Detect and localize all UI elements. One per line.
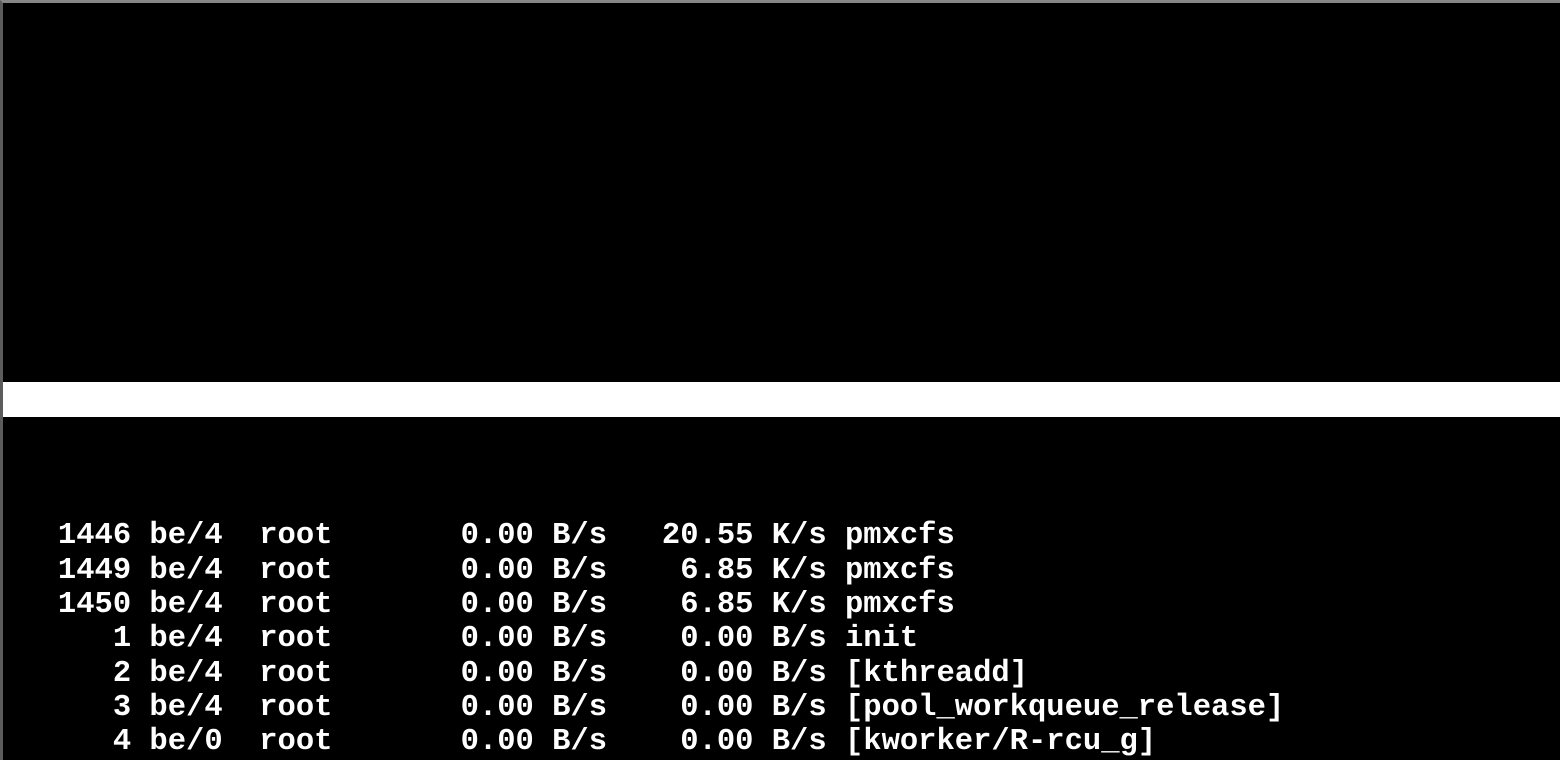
- cell-tid: 1450: [3, 588, 132, 623]
- cell-command: init: [826, 622, 919, 657]
- cell-disk-write: 0.00 B/s: [607, 656, 827, 691]
- cell-user: root: [222, 588, 333, 623]
- table-header-row: TID PRIO USER DISK READ DISK WRITE> COMM…: [3, 382, 1560, 417]
- cell-prio: be/4: [131, 656, 223, 691]
- table-row: 1450 be/4 root 0.00 B/s 6.85 K/s pmxcfs: [3, 588, 1560, 622]
- cell-disk-write: 6.85 K/s: [607, 553, 827, 588]
- table-row: 1 be/4 root 0.00 B/s 0.00 B/s init: [3, 622, 1560, 656]
- cell-user: root: [222, 690, 333, 725]
- cell-disk-write: 6.85 K/s: [607, 588, 827, 623]
- cell-command: [kthreadd]: [826, 656, 1028, 691]
- cell-disk-read: 0.00 B/s: [332, 519, 608, 554]
- cell-disk-read: 0.00 B/s: [332, 588, 608, 623]
- cell-tid: 4: [3, 725, 132, 760]
- summary-current-line: Current DISK READ: 438.39 K/s | Current …: [3, 245, 1560, 279]
- cell-disk-read: 0.00 B/s: [332, 725, 608, 760]
- table-row: 1446 be/4 root 0.00 B/s 20.55 K/s pmxcfs: [3, 519, 1560, 553]
- cell-tid: 1: [3, 622, 132, 657]
- summary-total-line: Total DISK READ: 0.00 B/s | Total DISK W…: [3, 108, 1560, 142]
- cell-disk-write: 0.00 B/s: [607, 690, 827, 725]
- cell-prio: be/4: [131, 622, 223, 657]
- table-row: 4 be/0 root 0.00 B/s 0.00 B/s [kworker/R…: [3, 725, 1560, 759]
- cell-disk-read: 0.00 B/s: [332, 656, 608, 691]
- cell-command: [pool_workqueue_release]: [826, 690, 1285, 725]
- cell-command: pmxcfs: [826, 588, 955, 623]
- cell-command: [kworker/R-rcu_g]: [826, 725, 1157, 760]
- cell-disk-write: 0.00 B/s: [607, 622, 827, 657]
- cell-disk-write: 0.00 B/s: [607, 725, 827, 760]
- cell-tid: 1446: [3, 519, 132, 554]
- table-row: 2 be/4 root 0.00 B/s 0.00 B/s [kthreadd]: [3, 657, 1560, 691]
- cell-user: root: [222, 553, 333, 588]
- cell-prio: be/4: [131, 690, 223, 725]
- cell-disk-read: 0.00 B/s: [332, 622, 608, 657]
- cell-tid: 2: [3, 656, 132, 691]
- table-row: 1449 be/4 root 0.00 B/s 6.85 K/s pmxcfs: [3, 554, 1560, 588]
- cell-command: pmxcfs: [826, 553, 955, 588]
- cell-user: root: [222, 725, 333, 760]
- cell-disk-write: 20.55 K/s: [607, 519, 827, 554]
- cell-tid: 1449: [3, 553, 132, 588]
- cell-tid: 3: [3, 690, 132, 725]
- table-row: 3 be/4 root 0.00 B/s 0.00 B/s [pool_work…: [3, 691, 1560, 725]
- cell-disk-read: 0.00 B/s: [332, 553, 608, 588]
- cell-user: root: [222, 519, 333, 554]
- cell-user: root: [222, 656, 333, 691]
- cell-prio: be/4: [131, 553, 223, 588]
- cell-disk-read: 0.00 B/s: [332, 690, 608, 725]
- cell-prio: be/4: [131, 519, 223, 554]
- cell-prio: be/0: [131, 725, 223, 760]
- cell-command: pmxcfs: [826, 519, 955, 554]
- cell-user: root: [222, 622, 333, 657]
- process-table: 1446 be/4 root 0.00 B/s 20.55 K/s pmxcfs…: [3, 519, 1560, 760]
- cell-prio: be/4: [131, 588, 223, 623]
